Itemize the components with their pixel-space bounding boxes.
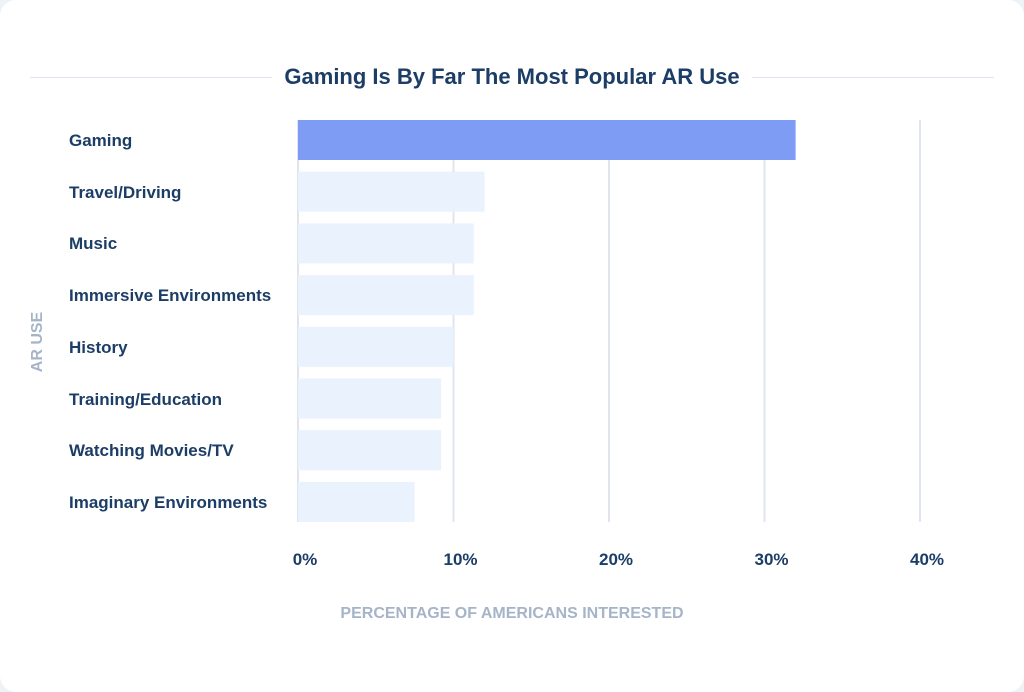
y-axis-label: AR USE xyxy=(29,311,46,373)
category-label: Travel/Driving xyxy=(69,182,182,202)
title-divider-left xyxy=(30,77,274,78)
x-tick-label: 0% xyxy=(292,550,318,569)
bar-music xyxy=(298,223,474,264)
category-label: History xyxy=(69,337,128,357)
x-tick-label: 10% xyxy=(443,550,478,569)
bar-immersive-environments xyxy=(298,275,474,316)
title-divider-right xyxy=(750,77,994,78)
bar-travel-driving xyxy=(298,171,485,212)
category-label: Training/Education xyxy=(69,389,223,409)
bar-history xyxy=(298,326,454,367)
chart-title: Gaming Is By Far The Most Popular AR Use xyxy=(0,64,1024,90)
category-label: Gaming xyxy=(69,131,133,150)
category-label: Music xyxy=(69,234,118,254)
bar-watching-movies-tv xyxy=(298,430,442,471)
x-tick-label: 20% xyxy=(598,550,634,569)
x-axis-label: PERCENTAGE OF AMERICANS INTERESTED xyxy=(340,605,684,622)
category-label: Immersive Environments xyxy=(69,286,272,306)
bar-gaming xyxy=(298,120,796,160)
x-tick-label: 30% xyxy=(754,550,789,569)
category-label: Imaginary Environments xyxy=(69,492,268,512)
x-tick-label: 40% xyxy=(909,550,945,569)
bar-training-education xyxy=(298,378,442,419)
bar-imaginary-environments xyxy=(298,481,415,522)
category-label: Watching Movies/TV xyxy=(69,441,234,461)
